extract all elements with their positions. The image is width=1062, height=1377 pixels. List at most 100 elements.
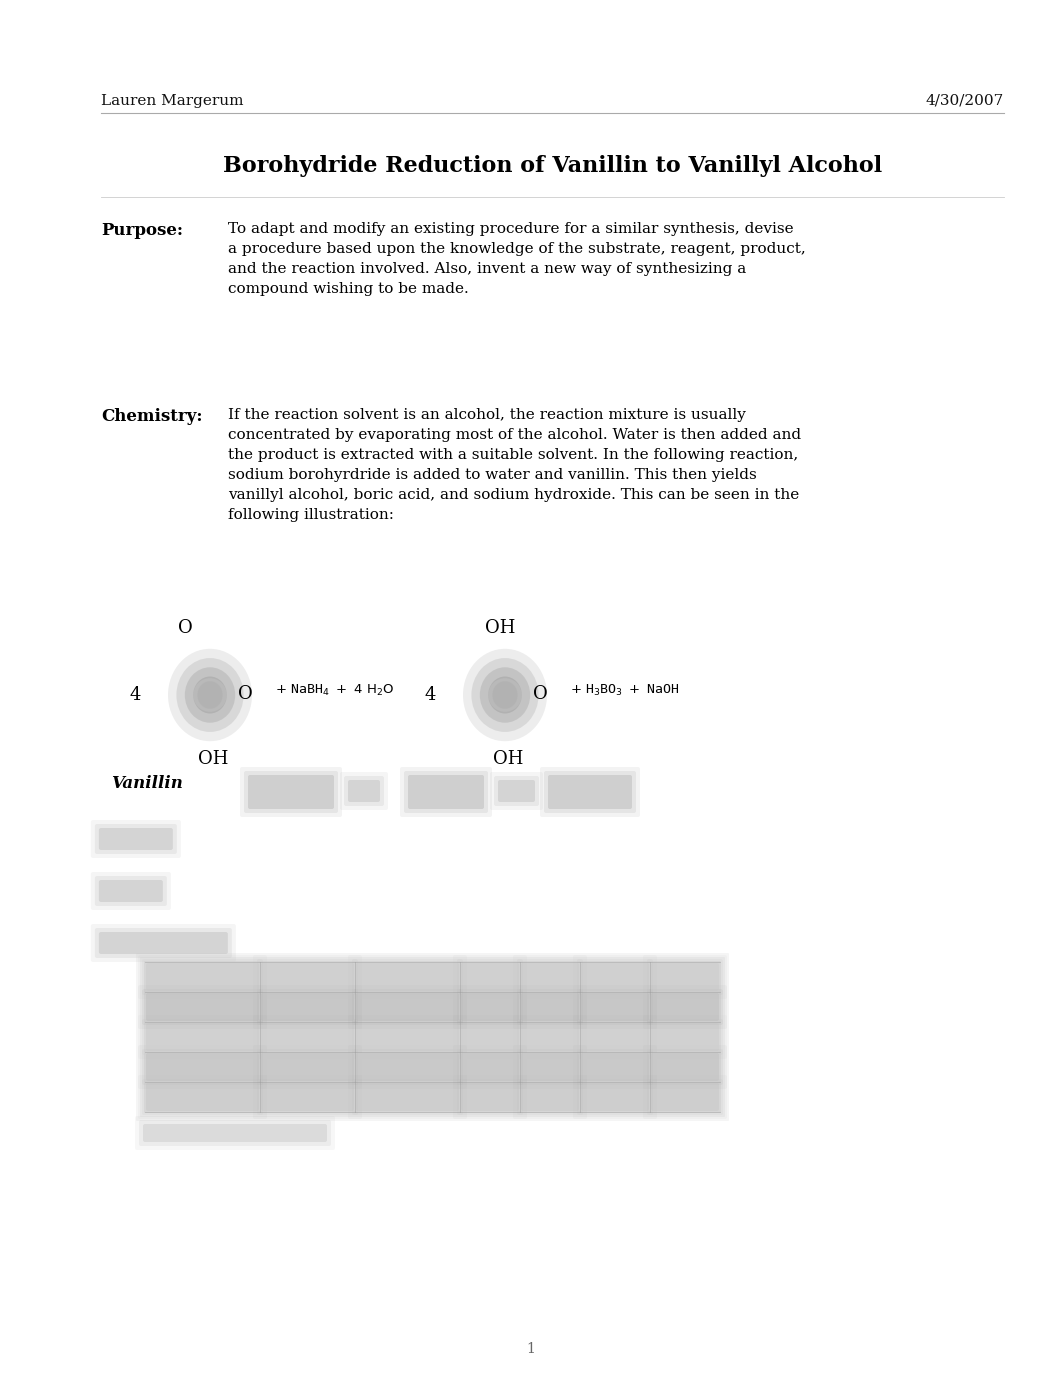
FancyBboxPatch shape [142, 1080, 263, 1115]
FancyBboxPatch shape [453, 1075, 527, 1120]
FancyBboxPatch shape [453, 985, 527, 1029]
FancyBboxPatch shape [521, 1082, 579, 1111]
Text: To adapt and modify an existing procedure for a similar synthesis, devise
a proc: To adapt and modify an existing procedur… [228, 222, 806, 296]
FancyBboxPatch shape [253, 985, 362, 1029]
FancyBboxPatch shape [647, 1019, 723, 1055]
Text: Purpose:: Purpose: [101, 222, 183, 240]
FancyBboxPatch shape [573, 1015, 657, 1059]
FancyBboxPatch shape [99, 880, 162, 902]
FancyBboxPatch shape [400, 767, 492, 817]
FancyBboxPatch shape [95, 823, 177, 854]
FancyBboxPatch shape [253, 1075, 362, 1120]
FancyBboxPatch shape [253, 1015, 362, 1059]
FancyBboxPatch shape [577, 989, 653, 1024]
FancyBboxPatch shape [573, 1045, 657, 1089]
FancyBboxPatch shape [513, 985, 587, 1029]
Text: $+\ \mathtt{H}_3\mathtt{BO}_3\ +\ \mathtt{NaOH}$: $+\ \mathtt{H}_3\mathtt{BO}_3\ +\ \matht… [570, 683, 680, 698]
FancyBboxPatch shape [521, 993, 579, 1020]
FancyBboxPatch shape [498, 779, 535, 801]
FancyBboxPatch shape [261, 1023, 354, 1051]
FancyBboxPatch shape [517, 1080, 583, 1115]
Ellipse shape [168, 649, 252, 741]
FancyBboxPatch shape [461, 1023, 519, 1051]
FancyBboxPatch shape [91, 872, 171, 910]
FancyBboxPatch shape [348, 1075, 467, 1120]
Text: O: O [533, 684, 548, 704]
FancyBboxPatch shape [138, 1075, 267, 1120]
FancyBboxPatch shape [521, 963, 579, 991]
Text: Borohydride Reduction of Vanillin to Vanillyl Alcohol: Borohydride Reduction of Vanillin to Van… [223, 156, 881, 178]
FancyBboxPatch shape [453, 956, 527, 998]
FancyBboxPatch shape [581, 1082, 649, 1111]
FancyBboxPatch shape [145, 1023, 259, 1051]
FancyBboxPatch shape [461, 993, 519, 1020]
FancyBboxPatch shape [651, 963, 719, 991]
FancyBboxPatch shape [142, 1049, 263, 1085]
FancyBboxPatch shape [453, 1045, 527, 1089]
Ellipse shape [489, 679, 521, 712]
FancyBboxPatch shape [643, 1015, 727, 1059]
FancyBboxPatch shape [257, 1049, 358, 1085]
Ellipse shape [493, 682, 517, 709]
FancyBboxPatch shape [577, 1080, 653, 1115]
FancyBboxPatch shape [139, 1120, 331, 1146]
Ellipse shape [185, 668, 235, 723]
FancyBboxPatch shape [521, 1023, 579, 1051]
FancyBboxPatch shape [348, 779, 380, 801]
FancyBboxPatch shape [257, 1019, 358, 1055]
FancyBboxPatch shape [548, 775, 632, 810]
FancyBboxPatch shape [257, 1080, 358, 1115]
FancyBboxPatch shape [573, 1075, 657, 1120]
Text: Lauren Margerum: Lauren Margerum [101, 94, 243, 107]
FancyBboxPatch shape [261, 963, 354, 991]
Text: $+\ \mathtt{NaBH}_4\ +\ 4\ \mathrm{H_2O}$: $+\ \mathtt{NaBH}_4\ +\ 4\ \mathrm{H_2O}… [275, 683, 394, 698]
FancyBboxPatch shape [142, 1019, 263, 1055]
FancyBboxPatch shape [404, 771, 489, 812]
FancyBboxPatch shape [517, 1049, 583, 1085]
FancyBboxPatch shape [257, 989, 358, 1024]
FancyBboxPatch shape [457, 1019, 523, 1055]
FancyBboxPatch shape [344, 777, 384, 806]
FancyBboxPatch shape [356, 963, 459, 991]
FancyBboxPatch shape [340, 772, 388, 810]
FancyBboxPatch shape [581, 963, 649, 991]
FancyBboxPatch shape [356, 1023, 459, 1051]
Text: O: O [238, 684, 253, 704]
Text: OH: OH [198, 750, 228, 768]
FancyBboxPatch shape [145, 963, 259, 991]
FancyBboxPatch shape [91, 924, 236, 963]
FancyBboxPatch shape [257, 958, 358, 996]
FancyBboxPatch shape [145, 993, 259, 1020]
FancyBboxPatch shape [577, 1019, 653, 1055]
FancyBboxPatch shape [643, 956, 727, 998]
FancyBboxPatch shape [95, 876, 167, 906]
FancyBboxPatch shape [647, 1080, 723, 1115]
FancyBboxPatch shape [356, 1082, 459, 1111]
FancyBboxPatch shape [643, 1045, 727, 1089]
FancyBboxPatch shape [539, 767, 640, 817]
FancyBboxPatch shape [647, 958, 723, 996]
FancyBboxPatch shape [453, 1015, 527, 1059]
FancyBboxPatch shape [494, 777, 539, 806]
FancyBboxPatch shape [356, 1053, 459, 1081]
FancyBboxPatch shape [138, 985, 267, 1029]
Text: O: O [177, 620, 192, 638]
FancyBboxPatch shape [352, 1019, 463, 1055]
FancyBboxPatch shape [643, 1075, 727, 1120]
Text: 4/30/2007: 4/30/2007 [925, 94, 1004, 107]
Ellipse shape [463, 649, 547, 741]
FancyBboxPatch shape [581, 993, 649, 1020]
FancyBboxPatch shape [249, 775, 335, 810]
FancyBboxPatch shape [142, 958, 263, 996]
FancyBboxPatch shape [517, 1019, 583, 1055]
Text: OH: OH [485, 620, 515, 638]
FancyBboxPatch shape [352, 958, 463, 996]
FancyBboxPatch shape [513, 1045, 587, 1089]
FancyBboxPatch shape [513, 1015, 587, 1059]
FancyBboxPatch shape [348, 985, 467, 1029]
FancyBboxPatch shape [517, 989, 583, 1024]
FancyBboxPatch shape [461, 1053, 519, 1081]
FancyBboxPatch shape [143, 1124, 327, 1142]
Text: 1: 1 [527, 1343, 535, 1356]
FancyBboxPatch shape [577, 1049, 653, 1085]
